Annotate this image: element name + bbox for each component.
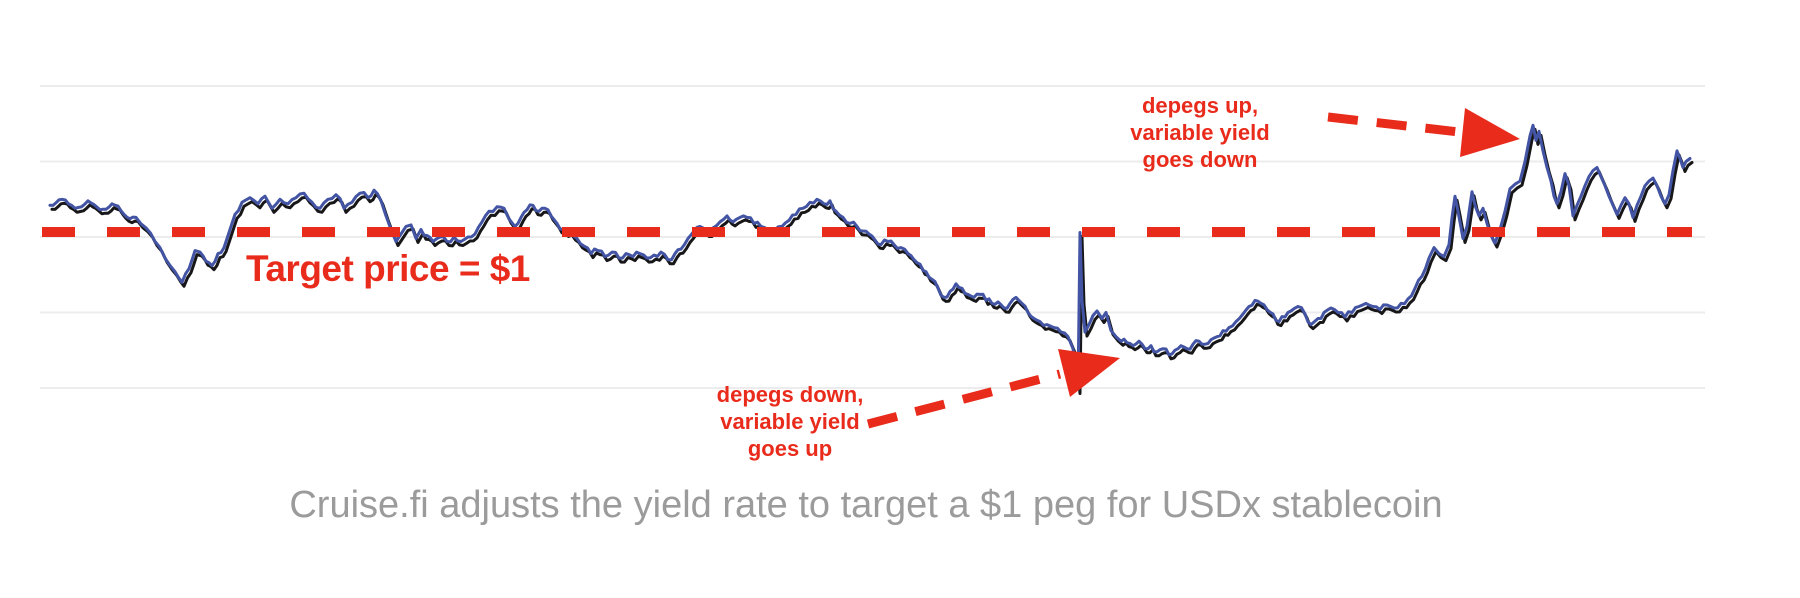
price-line [48, 123, 1692, 391]
target-price-label: Target price = $1 [246, 248, 530, 289]
depeg-down-line3: goes up [747, 436, 833, 461]
depeg-up-line3: goes down [1142, 147, 1258, 172]
depeg-down-line1: depegs down, [716, 382, 864, 407]
annotation-arrowhead-icon [1058, 349, 1120, 397]
annotation-arrowhead-icon [1460, 108, 1520, 157]
depeg-up-line2: variable yield [1130, 120, 1270, 145]
price-line-shadow [50, 127, 1694, 395]
depeg-up-annotation: depegs up, variable yield goes down [1050, 92, 1350, 173]
depeg-down-annotation: depegs down, variable yield goes up [640, 381, 940, 462]
depeg-down-line2: variable yield [720, 409, 860, 434]
depeg-up-line1: depegs up, [1141, 93, 1259, 118]
annotation-arrow-shaft-down [866, 369, 1062, 429]
annotation-arrow-shaft-up [1327, 112, 1460, 137]
chart-caption: Cruise.fi adjusts the yield rate to targ… [289, 484, 1443, 526]
